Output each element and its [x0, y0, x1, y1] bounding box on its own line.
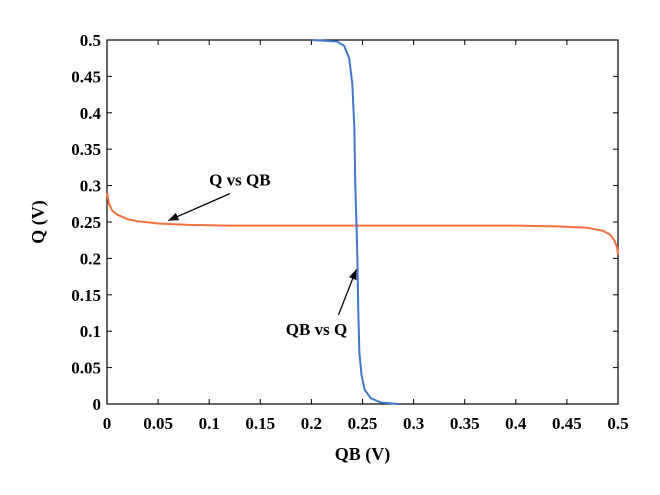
- x-tick-label: 0.05: [143, 414, 173, 433]
- y-tick-label: 0.35: [71, 140, 101, 159]
- annotations: Q vs QB QB vs Q: [168, 171, 357, 339]
- x-tick-label: 0.1: [199, 414, 220, 433]
- y-tick-label: 0.2: [80, 249, 101, 268]
- x-tick-label: 0.35: [450, 414, 480, 433]
- x-tick-label: 0.15: [245, 414, 275, 433]
- series-line-1: [106, 192, 619, 255]
- x-tick-label: 0.5: [607, 414, 628, 433]
- x-tick-label: 0.45: [552, 414, 582, 433]
- x-tick-label: 0.2: [301, 414, 322, 433]
- x-tick-label: 0.4: [505, 414, 527, 433]
- series-lines: [106, 39, 619, 405]
- y-axis-title: Q (V): [28, 200, 49, 244]
- y-tick-label: 0.25: [71, 213, 101, 232]
- annotation-label: QB vs Q: [286, 320, 347, 339]
- y-tick-label: 0.45: [71, 67, 101, 86]
- y-tick-label: 0.1: [80, 322, 101, 341]
- y-tick-label: 0.3: [80, 177, 101, 196]
- x-axis: 0 0.05 0.1 0.15 0.2 0.25 0.3 0.35 0.4 0.45 0.5: [103, 40, 629, 433]
- y-tick-label: 0.5: [80, 31, 101, 50]
- y-tick-label: 0.15: [71, 286, 101, 305]
- x-tick-label: 0.25: [348, 414, 378, 433]
- y-axis: 0 0.05 0.1 0.15 0.2 0.25 0.3 0.35 0.4 0.45 0.5: [71, 31, 618, 414]
- series-line-2: [311, 39, 399, 405]
- arrow-head-icon: [348, 269, 357, 281]
- x-tick-label: 0.3: [403, 414, 424, 433]
- y-tick-label: 0.4: [80, 104, 102, 123]
- y-tick-label: 0.05: [71, 359, 101, 378]
- y-tick-label: 0: [93, 395, 102, 414]
- x-tick-label: 0: [103, 414, 112, 433]
- plot-frame: [106, 39, 619, 405]
- annotation-arrow: [168, 193, 231, 222]
- annotation-label: Q vs QB: [209, 171, 270, 190]
- x-axis-title: QB (V): [335, 444, 391, 465]
- arrow-head-icon: [168, 212, 180, 221]
